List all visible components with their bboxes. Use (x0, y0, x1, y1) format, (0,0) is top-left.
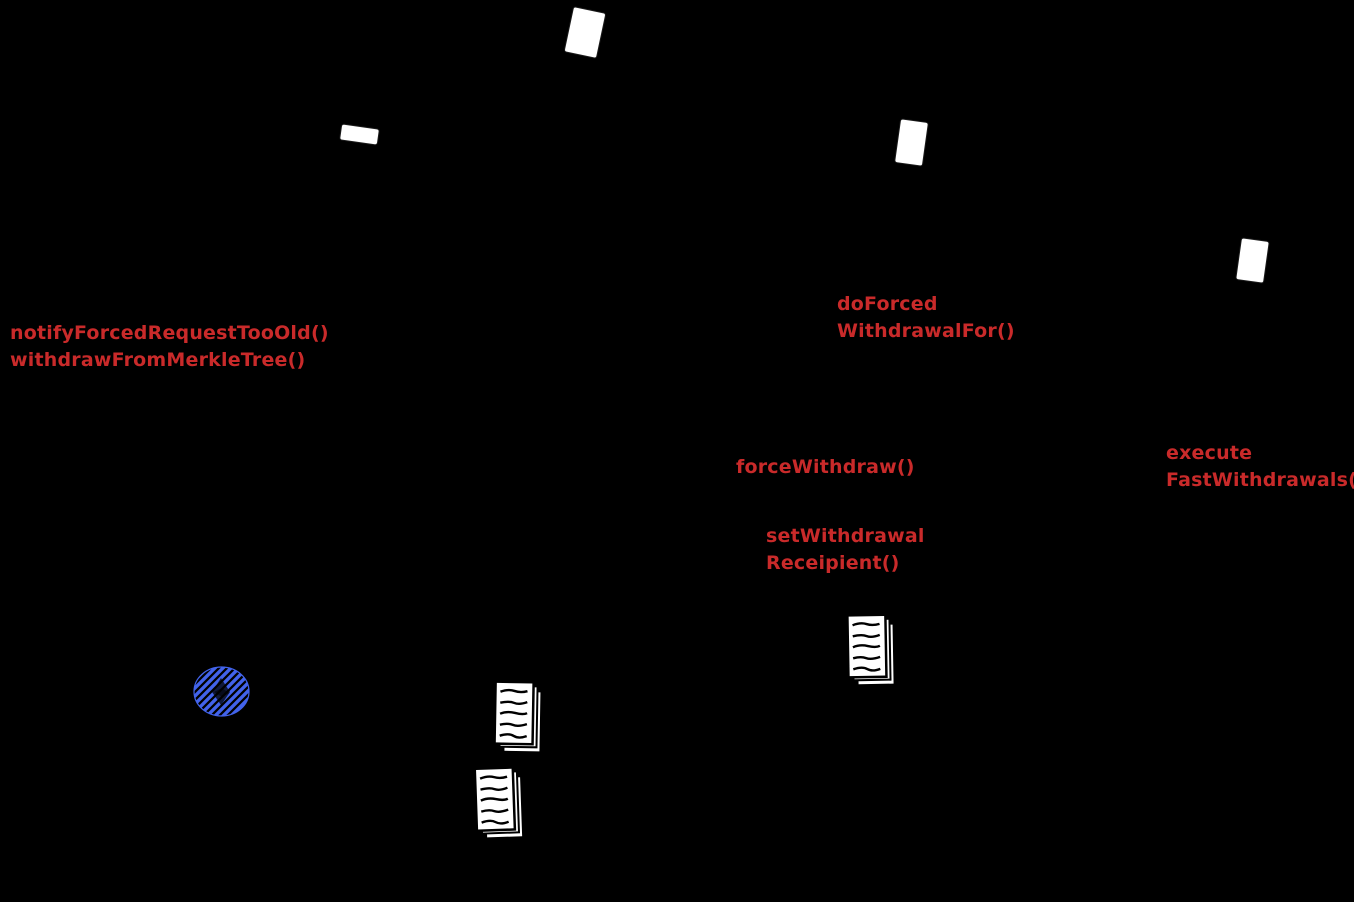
label-line: WithdrawalFor() (837, 320, 1015, 342)
document-stack-icon (493, 680, 543, 754)
label-line: forceWithdraw() (736, 456, 915, 478)
label-execute-fast-withdrawals: execute FastWithdrawals() (1166, 440, 1354, 494)
blank-page-icon (895, 119, 928, 166)
blank-page-icon (564, 7, 606, 58)
label-line: notifyForcedRequestTooOld() (10, 322, 329, 344)
label-line: FastWithdrawals() (1166, 469, 1354, 491)
document-stack-icon (846, 613, 896, 687)
label-do-forced-withdrawal-for: doForced WithdrawalFor() (837, 291, 1015, 345)
blank-page-icon (1236, 238, 1269, 283)
label-notify-forced-request-too-old: notifyForcedRequestTooOld() withdrawFrom… (10, 320, 329, 374)
document-stack-icon (473, 766, 525, 840)
label-line: execute (1166, 442, 1253, 464)
label-line: withdrawFromMerkleTree() (10, 349, 306, 371)
label-set-withdrawal-receipient: setWithdrawal Receipient() (766, 523, 925, 577)
label-line: setWithdrawal (766, 525, 925, 547)
label-line: doForced (837, 293, 938, 315)
label-line: Receipient() (766, 552, 900, 574)
label-force-withdraw: forceWithdraw() (736, 454, 915, 481)
blank-page-icon (340, 124, 379, 145)
coin-icon (193, 666, 250, 717)
